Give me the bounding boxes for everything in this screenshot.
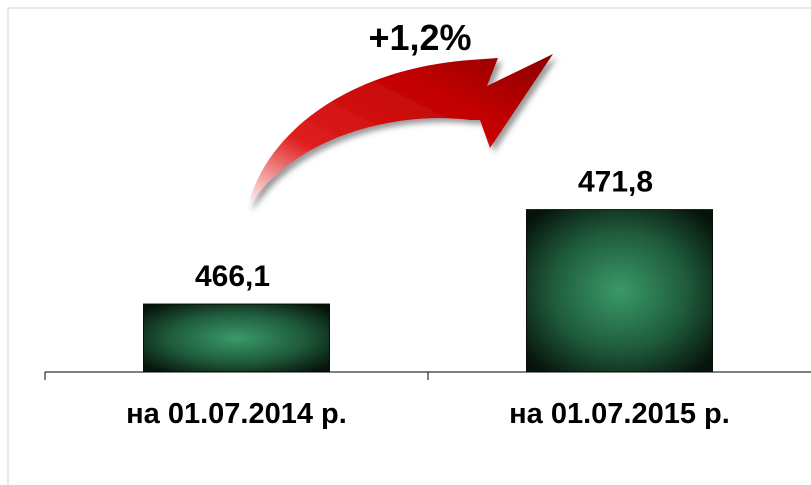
category-label-0: на 01.07.2014 р. xyxy=(126,398,347,430)
bar-0 xyxy=(143,303,330,373)
change-percent-label: +1,2% xyxy=(368,17,471,58)
category-labels-group: на 01.07.2014 р. на 01.07.2015 р. xyxy=(126,398,730,430)
value-labels-group: 466,1 471,8 xyxy=(195,166,653,293)
bars-group xyxy=(44,209,713,380)
category-label-1: на 01.07.2015 р. xyxy=(509,398,730,430)
bar-1 xyxy=(526,209,713,373)
data-label-1: 471,8 xyxy=(578,166,653,199)
growth-arrow xyxy=(248,54,553,208)
data-label-0: 466,1 xyxy=(195,260,270,293)
